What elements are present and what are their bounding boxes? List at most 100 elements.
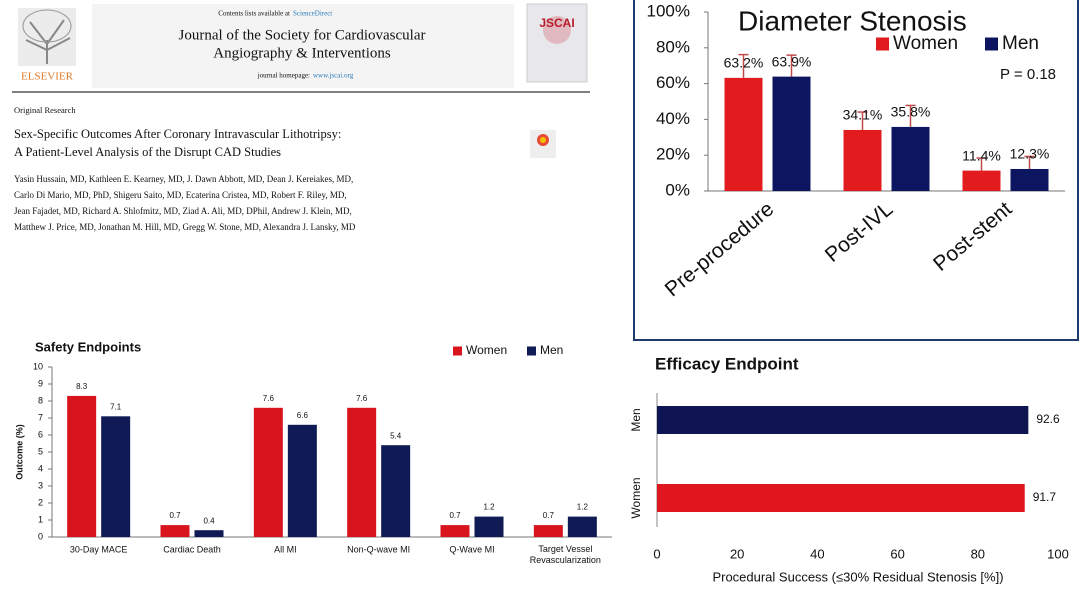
publisher-name: ELSEVIER: [21, 71, 74, 83]
y-tick-label: 6: [38, 429, 43, 439]
y-tick-label: 8: [38, 395, 43, 405]
value-label: 7.6: [263, 394, 275, 403]
x-tick-label: Post-IVL: [821, 197, 897, 266]
legend-label: Men: [540, 343, 563, 357]
article-title: Sex-Specific Outcomes After Coronary Int…: [14, 127, 341, 141]
y-tick-label: 5: [38, 446, 43, 456]
contents-note: Contents lists available at: [218, 10, 290, 18]
y-tick-label: Men: [629, 408, 643, 431]
value-label: 0.7: [169, 511, 181, 520]
value-label: 11.4%: [962, 147, 1001, 163]
x-tick-label: 0: [653, 546, 660, 561]
y-tick-label: 1: [38, 514, 43, 524]
x-tick-label: Cardiac Death: [163, 544, 221, 554]
bar: [160, 525, 190, 537]
bar: [381, 445, 411, 537]
publisher-logo: [18, 8, 76, 66]
x-tick-label: 80: [971, 546, 985, 561]
x-tick-label: Q-Wave MI: [449, 544, 494, 554]
bar: [101, 416, 131, 537]
value-label: 63.9%: [772, 53, 812, 69]
legend-swatch: [985, 37, 998, 51]
legend-swatch: [876, 37, 889, 51]
value-label: 0.7: [543, 511, 555, 520]
value-label: 35.8%: [891, 104, 931, 120]
y-tick-label: 60%: [656, 73, 690, 92]
bar: [962, 170, 1001, 191]
journal-name: Journal of the Society for Cardiovascula…: [178, 27, 425, 43]
chart-title: Diameter Stenosis: [738, 5, 967, 36]
bar: [657, 484, 1025, 512]
bar: [253, 407, 283, 537]
homepage-link: www.jscai.org: [313, 72, 354, 80]
legend-swatch: [527, 346, 536, 356]
x-tick-label: Pre-procedure: [661, 197, 779, 301]
chart-title: Safety Endpoints: [35, 339, 141, 354]
value-label: 5.4: [390, 431, 402, 440]
x-axis-label: Procedural Success (≤30% Residual Stenos…: [712, 569, 1003, 584]
legend-label: Men: [1002, 33, 1039, 54]
value-label: 1.2: [577, 503, 589, 512]
author-line: Carlo Di Mario, MD, PhD, Shigeru Saito, …: [14, 190, 347, 200]
bar: [724, 77, 763, 191]
legend-label: Women: [893, 33, 958, 54]
bar: [533, 525, 563, 537]
y-tick-label: 0%: [665, 180, 690, 199]
journal-banner: [92, 4, 514, 88]
value-label: 0.4: [203, 516, 215, 525]
x-tick-label: 30-Day MACE: [70, 544, 128, 554]
bar: [474, 516, 504, 537]
author-line: Jean Fajadet, MD, Richard A. Shlofmitz, …: [14, 206, 352, 216]
y-tick-label: 40%: [656, 109, 690, 128]
y-tick-label: Women: [629, 477, 643, 518]
value-label: 8.3: [76, 382, 88, 391]
panel-frame: [633, 0, 1079, 341]
article-title: A Patient-Level Analysis of the Disrupt …: [14, 145, 281, 159]
article-section: Original Research: [14, 105, 76, 115]
author-line: Matthew J. Price, MD, Jonathan M. Hill, …: [14, 222, 356, 232]
y-tick-label: 80%: [656, 37, 690, 56]
value-label: 91.7: [1033, 490, 1057, 504]
y-tick-label: 7: [38, 412, 43, 422]
bar: [1010, 168, 1049, 191]
bar: [67, 395, 97, 537]
bar: [347, 407, 377, 537]
bar: [287, 424, 317, 537]
society-logo-mark: [543, 16, 571, 44]
value-label: 1.2: [483, 503, 495, 512]
y-tick-label: 20%: [656, 145, 690, 164]
x-tick-label: 60: [890, 546, 904, 561]
y-tick-label: 2: [38, 497, 43, 507]
y-tick-label: 0: [38, 531, 43, 541]
legend-swatch: [453, 346, 462, 356]
homepage-note: journal homepage:: [257, 72, 310, 80]
x-tick-label: 20: [730, 546, 744, 561]
y-axis-label: Outcome (%): [14, 424, 24, 480]
chart-title: Efficacy Endpoint: [655, 354, 799, 373]
society-logo: [526, 3, 588, 83]
y-tick-label: 9: [38, 378, 43, 388]
author-line: Yasin Hussain, MD, Kathleen E. Kearney, …: [14, 174, 353, 184]
x-tick-label: All MI: [274, 544, 297, 554]
value-label: 92.6: [1036, 412, 1060, 426]
society-name: JSCAI: [539, 16, 574, 30]
x-tick-label: Non-Q-wave MI: [347, 544, 410, 554]
bar: [440, 525, 470, 537]
y-tick-label: 10: [33, 361, 43, 371]
value-label: 7.1: [110, 402, 122, 411]
x-tick-label: Post-stent: [929, 197, 1016, 275]
contents-link: ScienceDirect: [293, 10, 332, 18]
legend-label: Women: [466, 343, 507, 357]
value-label: 63.2%: [724, 55, 764, 71]
value-label: 0.7: [449, 511, 461, 520]
y-tick-label: 100%: [647, 1, 690, 20]
y-tick-label: 4: [38, 463, 43, 473]
journal-name: Angiography & Interventions: [213, 45, 391, 61]
x-tick-label: 100: [1047, 546, 1069, 561]
annotation: P = 0.18: [1000, 66, 1056, 83]
bar: [891, 126, 930, 191]
bar: [772, 76, 811, 191]
value-label: 12.3%: [1010, 146, 1050, 162]
